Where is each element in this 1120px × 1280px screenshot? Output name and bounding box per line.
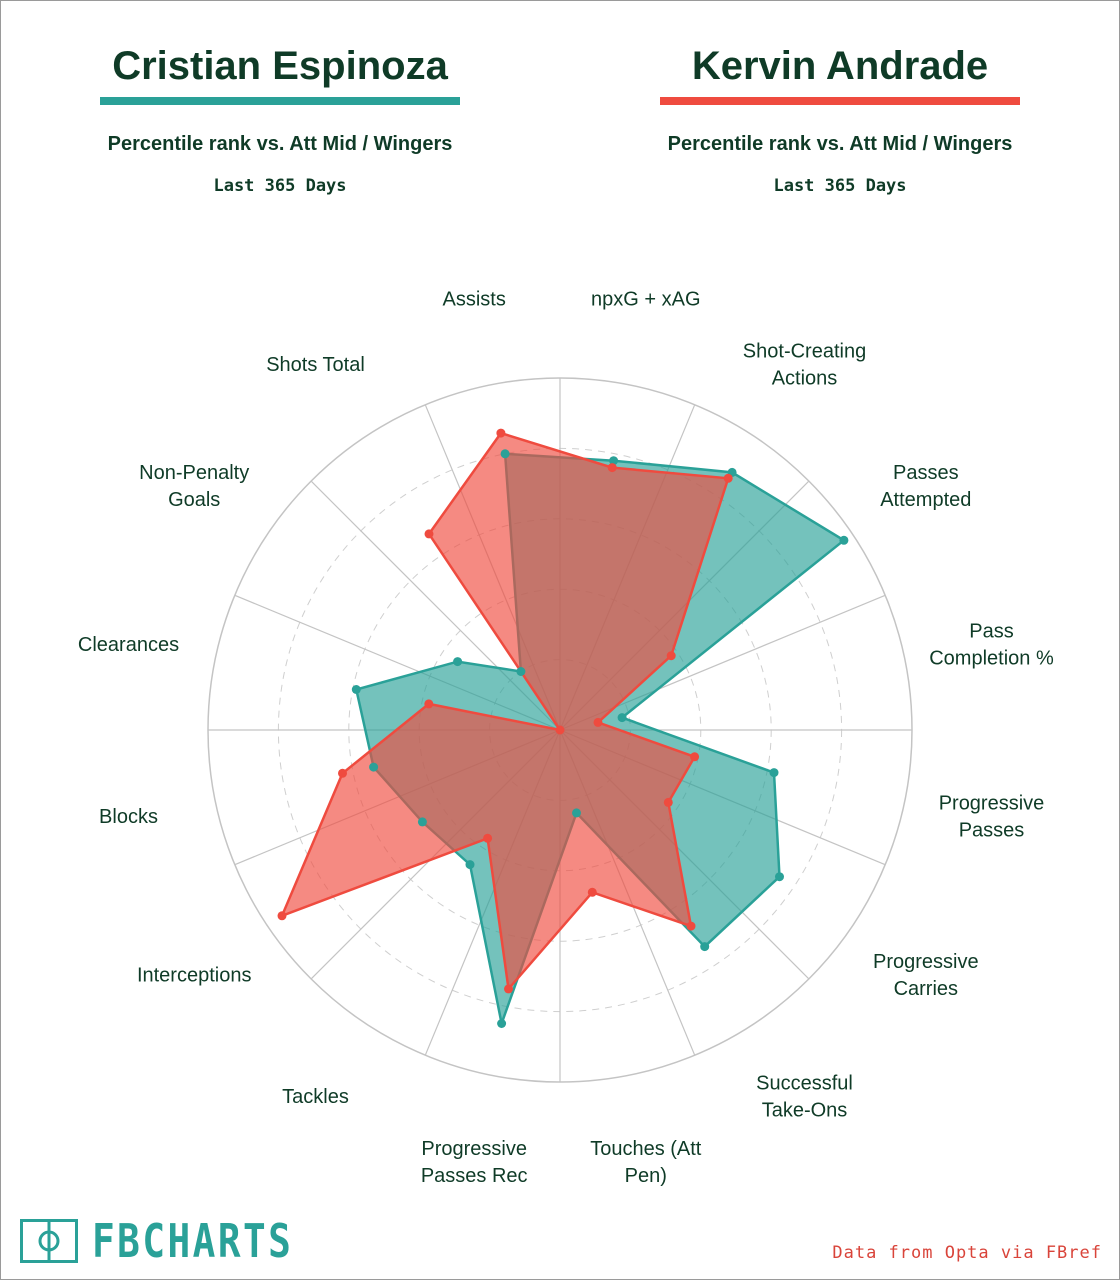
player-1-subtitle: Percentile rank vs. Att Mid / Wingers [107, 133, 453, 155]
axis-label: Touches (Att Pen) [590, 1138, 702, 1187]
player-1-underline [100, 97, 460, 105]
series-1-point [609, 456, 619, 466]
series-2-point [607, 463, 617, 473]
axis-label: Assists [443, 289, 506, 311]
axis-label: Successful Take-Ons [756, 1072, 853, 1121]
player-2-name: Kervin Andrade [691, 44, 989, 88]
axis-label: Passes Attempted [880, 462, 971, 511]
axis-label: Clearances [78, 634, 179, 656]
series-1-point [516, 667, 526, 676]
axis-label: npxG + xAG [591, 289, 701, 311]
series-2-point [277, 911, 287, 921]
series-2-point [504, 984, 513, 994]
data-source: Data from Opta via FBref [832, 1243, 1102, 1263]
series-1-point [775, 872, 784, 882]
axis-label: Tackles [282, 1086, 349, 1108]
series-1-point [465, 860, 475, 870]
axis-label: Interceptions [137, 965, 252, 987]
player-2-subtitle: Percentile rank vs. Att Mid / Wingers [667, 133, 1013, 155]
axis-label: Progressive Passes Rec [421, 1138, 528, 1187]
series-2-point [496, 428, 506, 438]
axis-label: Shots Total [266, 354, 365, 376]
player-2-underline [660, 97, 1020, 105]
series-1-point [839, 535, 849, 545]
series-2-point [723, 473, 733, 483]
axis-label: Pass Completion % [929, 621, 1054, 670]
series-2-point [555, 725, 565, 735]
series-2-point [424, 699, 434, 709]
series-1-point [769, 768, 779, 778]
series-2-point [663, 797, 673, 807]
logo-text: FBCHARTS [92, 1214, 294, 1268]
fbcharts-logo: FBCHARTS [20, 1214, 338, 1268]
axis-label: Non-Penalty Goals [139, 462, 249, 511]
series-1-point [500, 449, 510, 459]
series-1-point [351, 685, 361, 694]
series-2-point [666, 651, 676, 661]
series-2-point [483, 833, 493, 843]
axis-label: Shot-Creating Actions [743, 341, 866, 390]
radar-axis-labels: npxG + xAG Shot-Creating Actions Passes Atte… [78, 289, 1054, 1188]
player-2-period: Last 365 Days [773, 176, 907, 196]
series-1-point [572, 808, 581, 818]
series-1-point [700, 942, 710, 952]
series-1-point [497, 1019, 507, 1028]
series-1-point [369, 762, 379, 772]
series-2-point [587, 887, 597, 897]
pitch-icon [20, 1219, 78, 1263]
series-2-point [593, 717, 603, 727]
player-1-name: Cristian Espinoza [112, 44, 448, 88]
series-1-point [453, 657, 463, 667]
axis-label: Progressive Carries [873, 951, 979, 1000]
player-1-period: Last 365 Days [213, 176, 347, 196]
axis-label: Blocks [99, 806, 158, 828]
series-2-point [338, 768, 347, 778]
axis-label: Progressive Passes [939, 792, 1045, 841]
series-2-point [690, 752, 700, 762]
series-1-point [417, 817, 427, 827]
series-2-point [424, 529, 434, 539]
series-1-point [617, 713, 627, 723]
radar-series [277, 428, 849, 1029]
series-2-point [686, 921, 696, 931]
